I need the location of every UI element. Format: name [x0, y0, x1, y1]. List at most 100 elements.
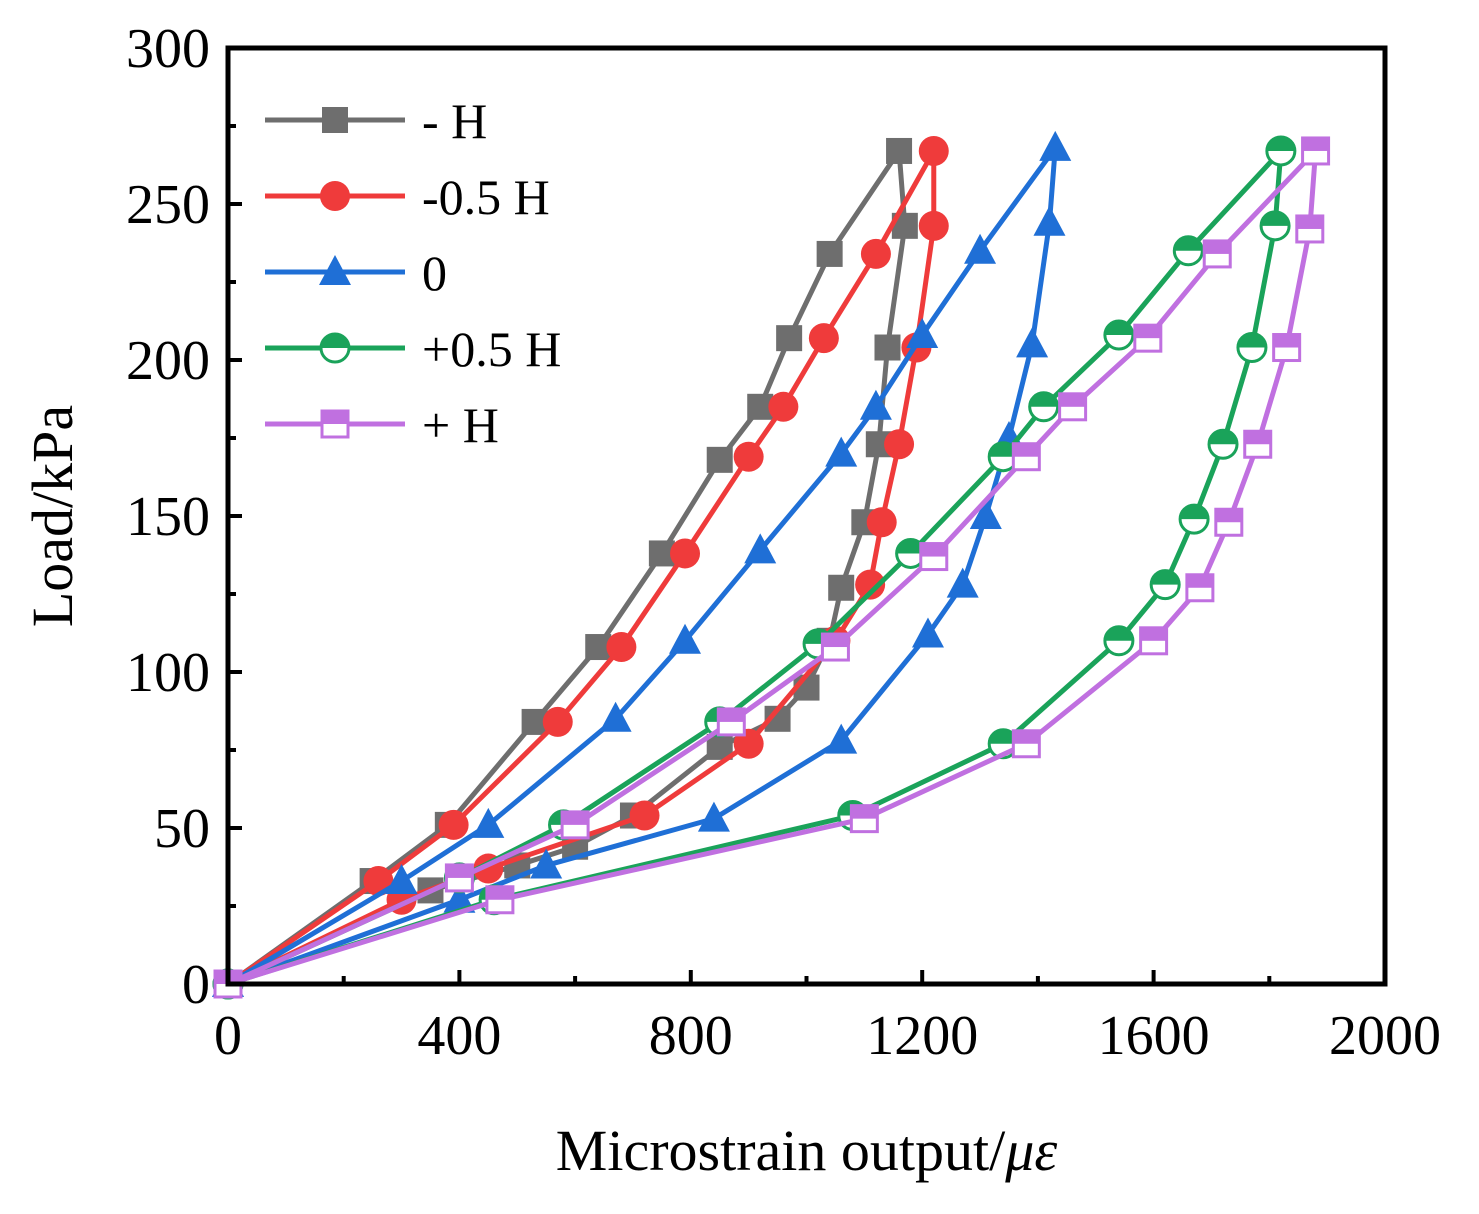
legend-item-2: 0 — [265, 245, 447, 301]
data-point-1-11 — [918, 210, 949, 241]
data-point-3-8 — [1103, 319, 1135, 351]
data-point-4-8 — [1133, 323, 1163, 353]
legend-marker-3 — [319, 332, 351, 364]
x-tick-label-800: 800 — [649, 1005, 733, 1067]
series-line-4 — [226, 148, 1319, 987]
y-tick-label-150: 150 — [126, 486, 210, 548]
legend-marker-4 — [320, 409, 350, 439]
data-point-4-3 — [716, 707, 746, 737]
data-point-4-19 — [485, 885, 515, 915]
plot-marks — [212, 130, 1331, 1000]
x-tick-label-1600: 1600 — [1098, 1005, 1210, 1067]
data-point-3-12 — [1236, 332, 1268, 364]
data-point-1-15 — [855, 569, 886, 600]
data-point-2-6 — [825, 436, 858, 467]
data-point-4-6 — [1011, 442, 1041, 472]
data-point-4-4 — [820, 632, 850, 662]
legend-label-4: + H — [422, 397, 499, 453]
y-tick-label-0: 0 — [182, 954, 210, 1016]
x-tick-label-0: 0 — [214, 1005, 242, 1067]
data-point-1-2 — [438, 809, 469, 840]
legend-label-0: - H — [422, 93, 487, 149]
data-point-2-5 — [744, 533, 777, 564]
y-axis-title: Load/kPa — [20, 405, 85, 627]
data-point-2-12 — [1016, 327, 1049, 358]
data-point-2-1 — [385, 864, 418, 895]
legend-marker-2 — [319, 255, 351, 285]
data-point-4-9 — [1202, 239, 1232, 269]
data-point-3-14 — [1178, 503, 1210, 535]
data-point-2-14 — [969, 499, 1002, 529]
data-point-4-5 — [919, 542, 949, 572]
data-point-1-18 — [629, 800, 660, 831]
data-point-3-9 — [1172, 235, 1204, 267]
x-tick-label-2000: 2000 — [1329, 1005, 1441, 1067]
data-point-4-17 — [1011, 729, 1041, 759]
data-point-3-15 — [1149, 569, 1181, 601]
data-point-1-14 — [866, 507, 897, 538]
data-point-1-10 — [918, 135, 949, 166]
data-point-2-8 — [906, 318, 939, 349]
legend-label-3: +0.5 H — [422, 321, 561, 377]
series-2 — [212, 130, 1072, 997]
data-point-2-19 — [530, 848, 563, 879]
legend-label-1: -0.5 H — [422, 169, 550, 225]
data-point-2-9 — [964, 233, 997, 264]
data-point-2-10 — [1039, 130, 1072, 161]
y-tick-label-100: 100 — [126, 642, 210, 704]
data-point-2-17 — [825, 723, 858, 754]
series-line-1 — [226, 148, 937, 987]
data-point-4-12 — [1272, 333, 1302, 363]
x-axis-title: Microstrain output/με — [556, 1118, 1058, 1183]
series-line-3 — [226, 148, 1284, 987]
data-point-3-11 — [1259, 210, 1291, 242]
data-point-4-14 — [1214, 507, 1244, 537]
series-4 — [213, 136, 1331, 999]
data-point-3-6 — [987, 441, 1019, 473]
data-point-2-15 — [946, 567, 979, 598]
data-point-1-7 — [768, 391, 799, 422]
x-axis-title-text: Microstrain output/ — [556, 1118, 1006, 1183]
data-point-2-20 — [443, 882, 476, 913]
plot-frame — [225, 45, 1388, 987]
data-point-4-2 — [560, 810, 590, 840]
data-point-2-11 — [1033, 205, 1066, 236]
data-point-1-13 — [884, 429, 915, 460]
legend-item-3: +0.5 H — [265, 321, 561, 377]
data-point-1-8 — [808, 323, 839, 354]
legend-item-0: - H — [265, 93, 487, 149]
legend-item-4: + H — [265, 397, 499, 453]
data-point-4-10 — [1301, 136, 1331, 166]
series-0 — [215, 137, 918, 997]
data-point-4-15 — [1185, 573, 1215, 603]
data-point-3-16 — [1103, 625, 1135, 657]
axis-ticks: 0 400 800 1200 1600 2000 0 50 100 150 200 250 300 — [126, 18, 1441, 1067]
data-point-3-10 — [1265, 135, 1297, 167]
data-point-1-5 — [670, 538, 701, 569]
data-point-0-12 — [874, 334, 901, 361]
data-point-1-6 — [733, 441, 764, 472]
data-point-2-2 — [472, 807, 505, 838]
data-point-0-10 — [886, 137, 913, 164]
data-point-4-16 — [1139, 626, 1169, 656]
data-point-1-9 — [860, 238, 891, 269]
y-tick-label-50: 50 — [154, 798, 210, 860]
data-point-2-3 — [599, 701, 632, 732]
data-point-2-16 — [911, 617, 944, 648]
data-point-4-1 — [444, 863, 474, 893]
legend: - H -0.5 H 0 +0.5 H + H — [265, 93, 561, 453]
legend-marker-0 — [322, 107, 348, 133]
data-point-4-13 — [1243, 429, 1273, 459]
data-point-0-8 — [776, 325, 803, 352]
data-point-2-7 — [859, 389, 892, 420]
x-tick-label-400: 400 — [417, 1005, 501, 1067]
data-point-2-18 — [697, 801, 730, 832]
legend-item-1: -0.5 H — [265, 169, 550, 225]
x-tick-label-1200: 1200 — [866, 1005, 978, 1067]
data-point-1-3 — [542, 706, 573, 737]
data-point-0-6 — [706, 446, 733, 473]
data-point-1-4 — [606, 632, 637, 663]
y-tick-label-250: 250 — [126, 174, 210, 236]
y-tick-label-200: 200 — [126, 330, 210, 392]
